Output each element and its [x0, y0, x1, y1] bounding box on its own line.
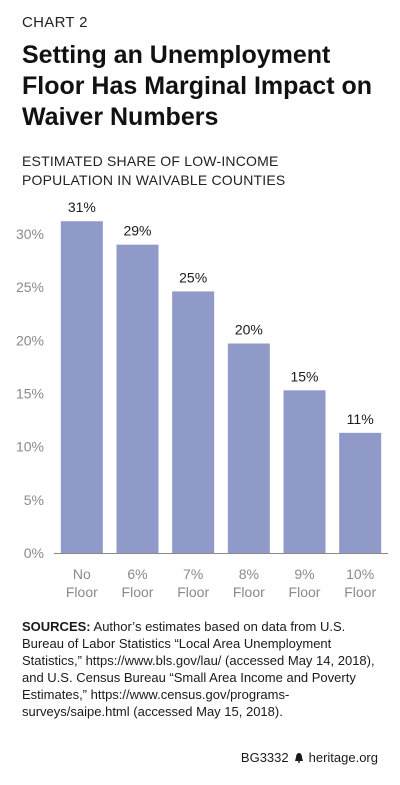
chart-number-label: CHART 2	[22, 14, 88, 31]
y-tick-label: 20%	[16, 332, 44, 348]
bar-value-label: 15%	[290, 368, 318, 384]
liberty-bell-icon	[294, 752, 303, 763]
x-tick-label: 6%	[127, 566, 147, 582]
bar-value-label: 29%	[123, 223, 151, 239]
sources-note: SOURCES: Author’s estimates based on dat…	[22, 618, 387, 720]
y-tick-label: 10%	[16, 439, 44, 455]
x-tick-label: Floor	[66, 584, 98, 600]
y-tick-label: 5%	[24, 492, 44, 508]
x-tick-label: No	[73, 566, 91, 582]
y-tick-label: 30%	[16, 226, 44, 242]
bar-value-label: 11%	[347, 411, 374, 427]
x-tick-label: Floor	[289, 584, 321, 600]
site-link[interactable]: heritage.org	[308, 750, 378, 765]
y-tick-label: 0%	[24, 545, 44, 561]
y-tick-label: 25%	[16, 279, 44, 295]
bar	[227, 343, 270, 553]
chart-subtitle-line-2: POPULATION IN WAIVABLE COUNTIES	[22, 172, 286, 188]
bar-chart: 0% 5% 10% 15% 20% 25% 30% 31% No Floor 29% 6% Floor 2…	[16, 199, 388, 600]
chart-title: Setting an Unemployment Floor Has Margin…	[22, 41, 373, 131]
chart-subtitle-line-1: ESTIMATED SHARE OF LOW-INCOME	[22, 153, 279, 169]
bar-value-label: 25%	[179, 269, 207, 285]
sources-lead: SOURCES:	[22, 619, 91, 634]
x-tick-label: 8%	[239, 566, 259, 582]
bar	[172, 291, 215, 553]
y-tick-label: 15%	[16, 386, 44, 402]
sources-text: Author’s estimates based on data from U.…	[22, 619, 375, 719]
bar	[60, 221, 103, 554]
chart-subtitle: ESTIMATED SHARE OF LOW-INCOME POPULATION…	[22, 152, 392, 190]
x-tick-label: Floor	[344, 584, 376, 600]
x-tick-label: Floor	[177, 584, 209, 600]
x-tick-label: Floor	[233, 584, 265, 600]
report-code: BG3332	[240, 750, 289, 765]
bar	[283, 390, 326, 553]
bar-value-label: 20%	[235, 322, 263, 338]
bar	[339, 432, 382, 553]
x-tick-label: Floor	[122, 584, 154, 600]
x-tick-label: 9%	[294, 566, 314, 582]
bar-value-label: 31%	[68, 199, 96, 215]
x-tick-label: 10%	[346, 566, 374, 582]
footer: BG3332 heritage.org	[241, 750, 378, 765]
bar	[116, 244, 159, 553]
x-tick-label: 7%	[183, 566, 203, 582]
